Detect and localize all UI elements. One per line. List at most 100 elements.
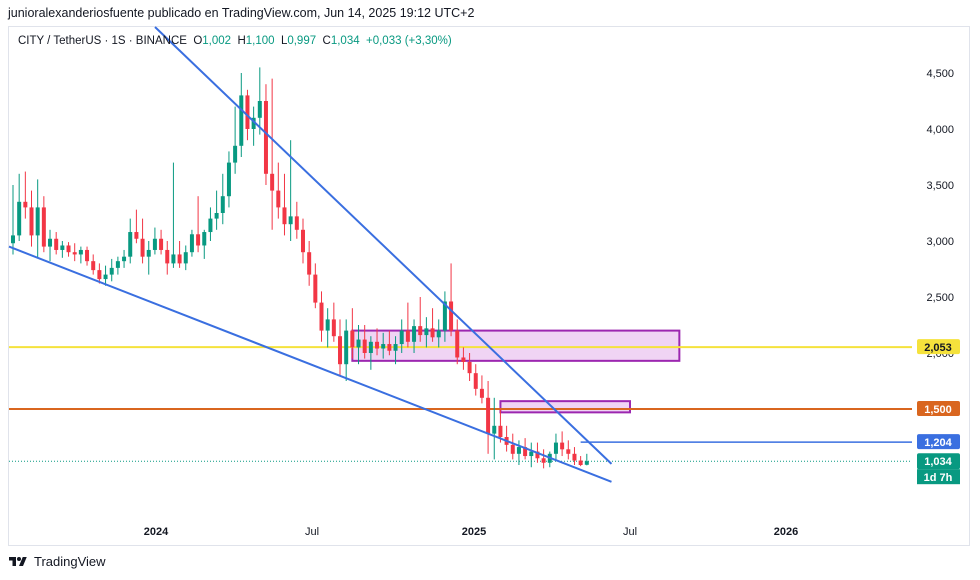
candle-body: [41, 207, 46, 247]
candle-body: [418, 326, 423, 336]
descending-trendline-upper[interactable]: [154, 26, 613, 465]
candle-body: [325, 319, 330, 331]
candle-body: [159, 238, 164, 250]
candle-body: [344, 330, 349, 365]
candle-body: [535, 451, 540, 459]
candle-body: [387, 344, 392, 351]
candle-body: [146, 249, 151, 257]
close-key: C: [322, 35, 331, 47]
countdown-tag: [917, 469, 960, 485]
ohlc-legend: CITY / TetherUS · 1S · BINANCE O1,002 H1…: [18, 35, 452, 47]
price-tag[interactable]: [917, 434, 960, 450]
price-tag[interactable]: [917, 401, 960, 416]
candle-body: [202, 232, 207, 246]
candle-body: [214, 213, 219, 219]
countdown-label: 1d 7h: [924, 472, 953, 484]
candle-body: [263, 101, 268, 174]
candle-body: [479, 388, 484, 398]
candle-body: [467, 361, 472, 374]
y-tick-label: 4,000: [926, 124, 954, 136]
candle-body: [66, 245, 71, 253]
high-value: 1,100: [245, 35, 275, 47]
candle-body: [368, 341, 373, 353]
x-tick-label: 2025: [462, 526, 486, 538]
footer[interactable]: TradingView: [8, 554, 106, 569]
publication-header: junioralexanderiosfuente publicado en Tr…: [8, 6, 475, 20]
candle-body: [103, 274, 108, 280]
candle-body: [350, 330, 355, 348]
x-tick-label: Jul: [305, 526, 319, 538]
candle-body: [196, 234, 201, 246]
candle-body: [54, 238, 59, 250]
candle-body: [307, 252, 312, 275]
candle-body: [436, 330, 441, 338]
candle-body: [449, 301, 454, 331]
candle-body: [412, 326, 417, 342]
candle-body: [430, 328, 435, 338]
candle-body: [29, 207, 34, 236]
chart-frame: [8, 26, 970, 546]
price-tag-label: 2,053: [924, 342, 952, 354]
candle-body: [375, 341, 380, 349]
footer-brand: TradingView: [34, 554, 106, 569]
candle-body: [516, 447, 521, 454]
candle-body: [338, 336, 343, 365]
candle-body: [134, 232, 139, 239]
candle-body: [128, 232, 133, 257]
candle-body: [362, 339, 367, 353]
candle-body: [560, 442, 565, 450]
candle-body: [115, 261, 120, 268]
candle-body: [177, 254, 182, 264]
x-tick-label: 2026: [774, 526, 798, 538]
candle-body: [35, 207, 40, 236]
high-key: H: [237, 35, 246, 47]
candle-body: [498, 425, 503, 437]
y-tick-label: 3,500: [926, 180, 954, 192]
candle-body: [288, 216, 293, 225]
candle-body: [331, 319, 336, 337]
candle-body: [165, 249, 170, 264]
candle-body: [473, 373, 478, 389]
candle-body: [17, 201, 22, 236]
candle-body: [461, 357, 466, 362]
candle-body: [91, 261, 96, 271]
candle-body: [109, 267, 114, 275]
candle-body: [233, 145, 238, 163]
candle-body: [393, 344, 398, 351]
candle-body: [72, 252, 77, 255]
candle-body: [442, 301, 447, 331]
candle-body: [48, 238, 53, 247]
candle-body: [239, 95, 244, 146]
candle-body: [313, 274, 318, 303]
symbol-label[interactable]: CITY / TetherUS · 1S · BINANCE: [18, 35, 187, 47]
candle-body: [11, 235, 15, 244]
price-tag[interactable]: [917, 453, 960, 470]
candle-body: [356, 339, 361, 348]
candle-body: [97, 270, 102, 280]
candle-body: [60, 245, 65, 250]
candle-body: [152, 238, 157, 250]
candle-body: [424, 328, 429, 336]
y-tick-label: 2,500: [926, 292, 954, 304]
candle-body: [300, 229, 305, 253]
y-tick-label: 3,000: [926, 236, 954, 248]
resistance-zone-lower[interactable]: [499, 400, 631, 414]
candle-body: [270, 173, 275, 191]
candle-body: [572, 453, 577, 461]
candle-body: [399, 330, 404, 345]
candle-body: [251, 117, 256, 129]
candle-body: [294, 216, 299, 230]
candle-body: [183, 252, 188, 264]
candle-body: [171, 254, 176, 264]
candle-body: [541, 458, 546, 463]
price-tag[interactable]: [917, 339, 960, 355]
open-value: 1,002: [202, 35, 232, 47]
candle-body: [553, 442, 558, 454]
candle-body: [257, 101, 262, 118]
descending-trendline-lower[interactable]: [8, 245, 612, 483]
candle-body: [245, 95, 250, 129]
close-value: 1,034: [330, 35, 360, 47]
candle-body: [208, 218, 213, 233]
candle-body: [492, 425, 497, 434]
